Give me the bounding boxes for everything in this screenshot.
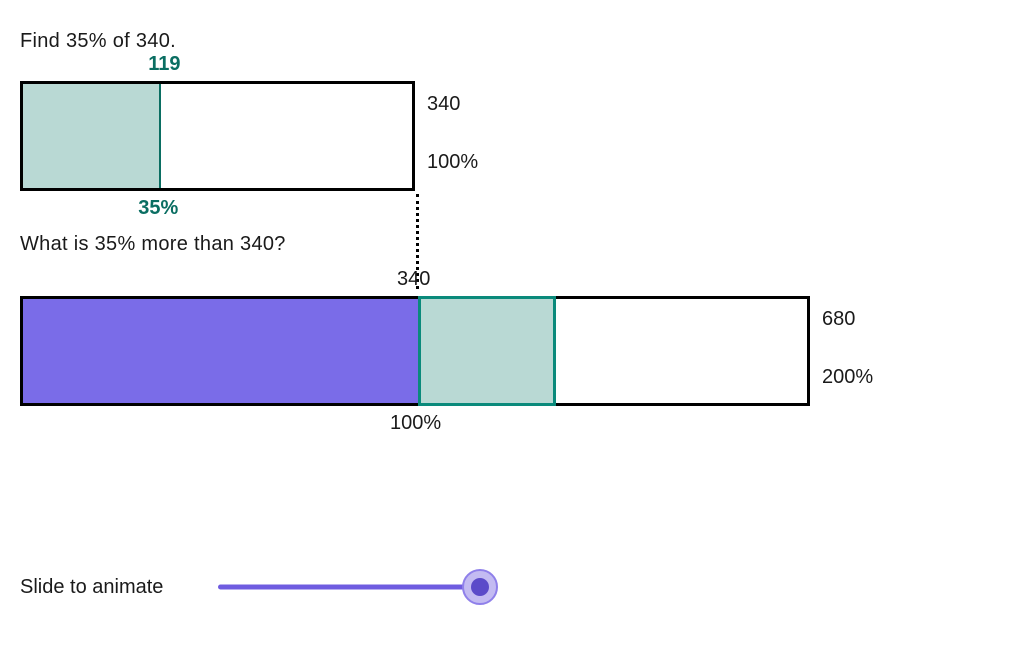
bar1-top-value: 119 [148, 53, 180, 76]
slider-label: Slide to animate [20, 576, 163, 599]
bar1-container: 119 35% 340 100% [20, 81, 1012, 191]
slider-row: Slide to animate [20, 569, 488, 605]
question-2: What is 35% more than 340? [20, 233, 1012, 256]
slider-track [218, 585, 488, 590]
bar1-right-bottom: 100% [427, 151, 478, 174]
bar1-fill [23, 84, 161, 188]
bar2-fill-teal [418, 296, 556, 406]
bar1 [20, 81, 415, 191]
bar2-bottom-mid: 100% [390, 412, 441, 435]
slider-thumb[interactable] [462, 569, 498, 605]
bar2-container: 340 100% 680 200% [20, 296, 1012, 406]
animate-slider[interactable] [218, 569, 488, 605]
bar2 [20, 296, 810, 406]
bar2-right-bottom: 200% [822, 366, 873, 389]
bar1-right-top: 340 [427, 93, 460, 116]
bar1-bottom-percent: 35% [138, 197, 178, 220]
bar2-fill-purple [23, 299, 418, 403]
bar2-top-mid: 340 [397, 268, 430, 291]
question-1: Find 35% of 340. [20, 30, 1012, 53]
bar2-right-top: 680 [822, 308, 855, 331]
